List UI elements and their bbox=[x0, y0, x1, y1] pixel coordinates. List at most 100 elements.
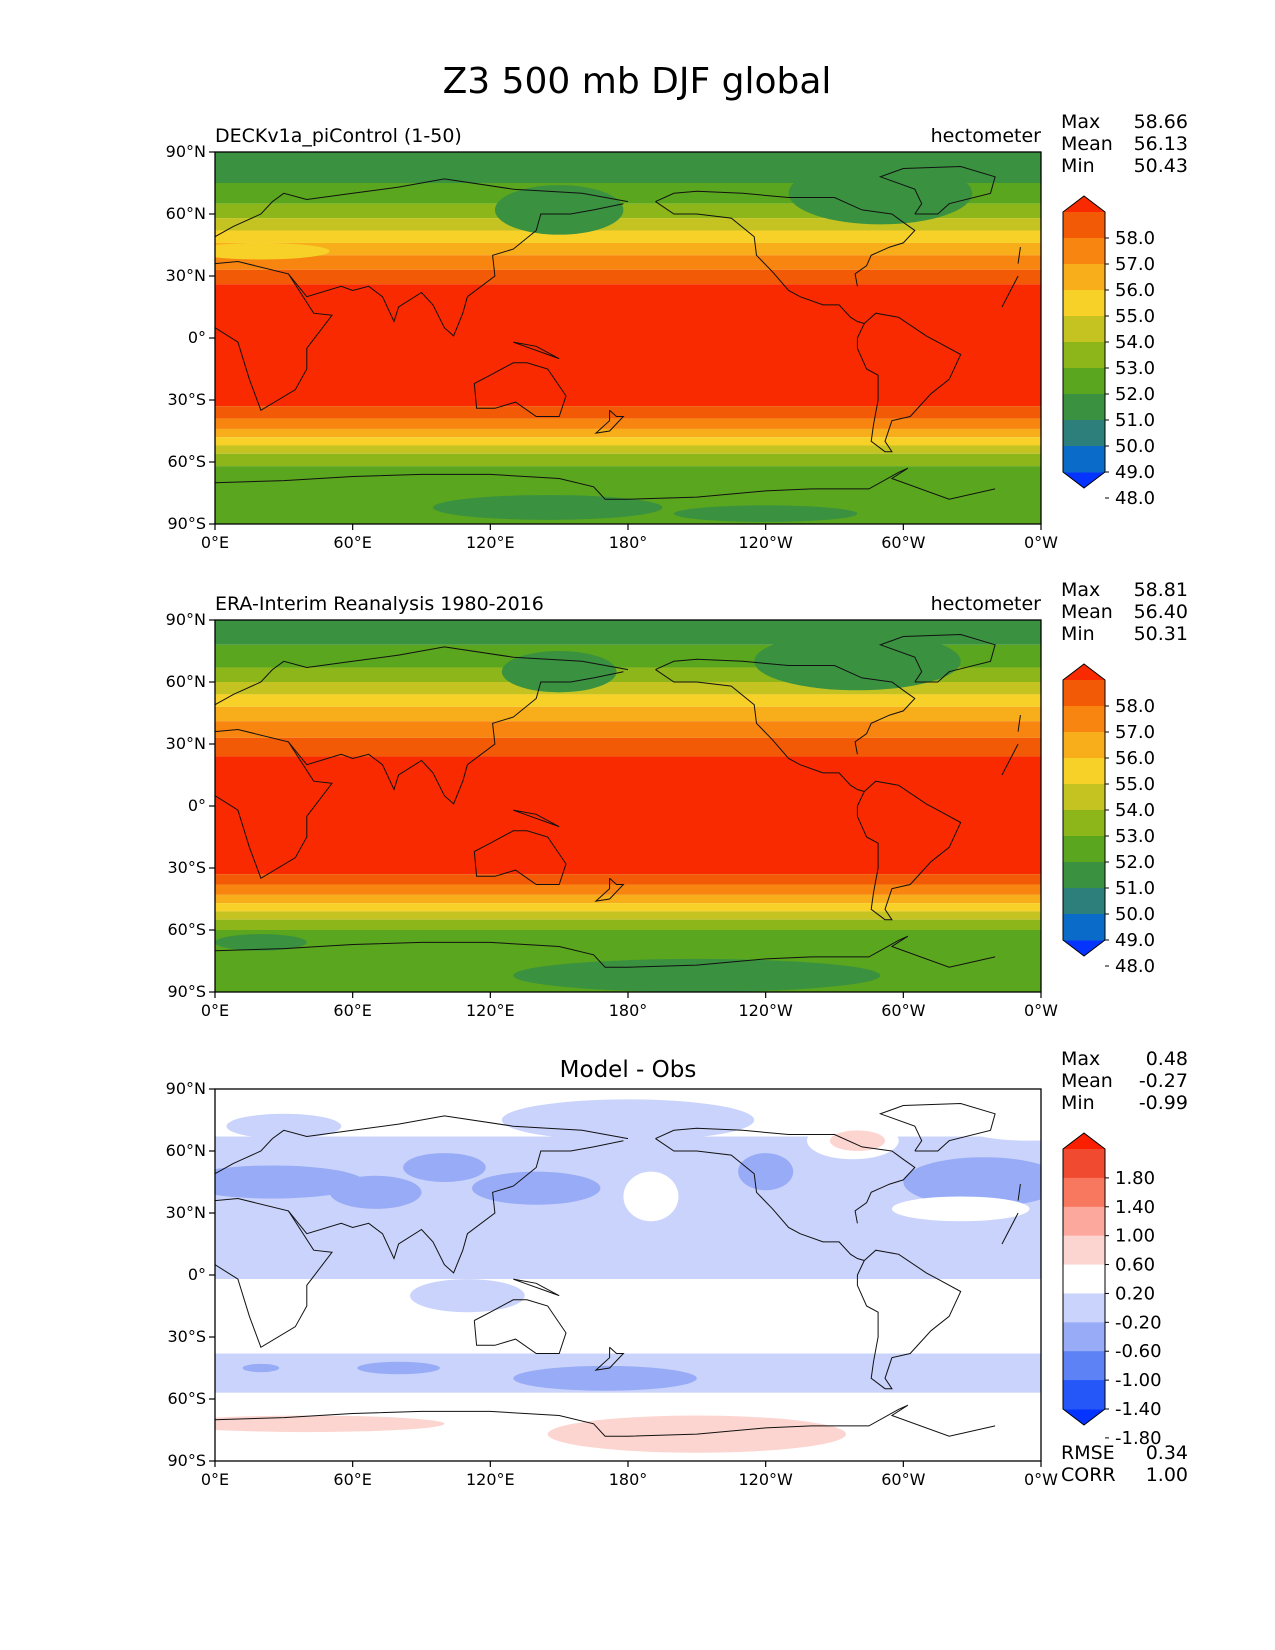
coastline-6 bbox=[856, 312, 962, 453]
contour-feature-2 bbox=[788, 162, 973, 225]
panel-title: DECKv1a_piControl (1-50) bbox=[215, 125, 462, 147]
contour-band-15 bbox=[215, 919, 1041, 930]
colorbar-swatch bbox=[1063, 914, 1105, 941]
stat-label-min: Min bbox=[1061, 155, 1095, 177]
y-tick-label: 90°N bbox=[166, 1079, 206, 1098]
stat-value-mean: 56.13 bbox=[1134, 133, 1188, 155]
y-tick-label: 30°S bbox=[167, 1327, 206, 1346]
contour-band-14 bbox=[215, 445, 1041, 454]
contour-feature-14 bbox=[410, 1279, 525, 1313]
x-tick-label: 60°E bbox=[333, 533, 371, 552]
contour-band-9 bbox=[215, 284, 1041, 407]
panel-title: Model - Obs bbox=[560, 1057, 697, 1083]
contour-feature-9 bbox=[903, 1157, 1041, 1207]
colorbar-swatch bbox=[1063, 420, 1105, 447]
colorbar-swatch bbox=[1063, 394, 1105, 421]
x-tick-label: 60°E bbox=[333, 1001, 371, 1020]
contour-feature-3 bbox=[960, 1111, 1041, 1141]
colorbar-swatch bbox=[1063, 316, 1105, 343]
colorbar-label: 1.00 bbox=[1115, 1226, 1155, 1247]
contour-band-9 bbox=[215, 756, 1041, 875]
coastline-7 bbox=[655, 658, 916, 755]
coastline-9 bbox=[513, 1278, 560, 1297]
contour-feature-17 bbox=[513, 1365, 697, 1391]
colorbar-swatch bbox=[1063, 342, 1105, 369]
colorbar-label: -1.80 bbox=[1115, 1428, 1162, 1449]
contour-band-11 bbox=[215, 418, 1041, 429]
field-contours bbox=[215, 152, 1041, 524]
contour-band-13 bbox=[215, 903, 1041, 912]
colorbar: 58.0 57.0 56.0 55.0 54.0 53.0 52.0 51.0 50.0 49.0… bbox=[1062, 663, 1155, 977]
stat-label-max: Max bbox=[1061, 111, 1100, 133]
coastline-6 bbox=[856, 780, 962, 921]
contour-feature-1 bbox=[501, 1099, 755, 1141]
coastline-11 bbox=[215, 1404, 996, 1437]
colorbar-swatch bbox=[1063, 1293, 1105, 1323]
y-tick-label: 60°N bbox=[166, 1141, 206, 1160]
colorbar-label: 48.0 bbox=[1115, 956, 1155, 977]
x-tick-label: 0°W bbox=[1024, 1001, 1058, 1020]
contour-feature-8 bbox=[738, 1153, 794, 1191]
x-tick-label: 0°E bbox=[201, 1001, 229, 1020]
colorbar-label: 48.0 bbox=[1115, 488, 1155, 509]
colorbar-label: -0.20 bbox=[1115, 1312, 1162, 1333]
coastline-11 bbox=[215, 935, 996, 968]
coastlines bbox=[215, 165, 1021, 500]
colorbar-label: -1.00 bbox=[1115, 1370, 1162, 1391]
colorbar-label: 52.0 bbox=[1115, 852, 1155, 873]
contour-feature-2 bbox=[754, 632, 961, 691]
stat-label-min: Min bbox=[1061, 1092, 1095, 1114]
y-tick-label: 90°S bbox=[167, 982, 206, 1001]
contour-band-12 bbox=[215, 428, 1041, 438]
stat-label-min: Min bbox=[1061, 623, 1095, 645]
contour-feature-1 bbox=[494, 185, 624, 235]
contour-feature-7 bbox=[471, 1171, 601, 1205]
y-tick-label: 60°S bbox=[167, 920, 206, 939]
stat-label-max: Max bbox=[1061, 579, 1100, 601]
colorbar-label: 54.0 bbox=[1115, 332, 1155, 353]
colorbar-label: 1.40 bbox=[1115, 1197, 1155, 1218]
colorbar: 1.80 1.40 1.00 0.60 0.20 -0.20 -0.60 -1.00 -1.40… bbox=[1062, 1132, 1162, 1449]
contour-feature-4 bbox=[673, 505, 858, 522]
colorbar-label: 50.0 bbox=[1115, 436, 1155, 457]
colorbar-label: 55.0 bbox=[1115, 774, 1155, 795]
x-tick-label: 120°W bbox=[738, 1001, 793, 1020]
colorbar-label: 56.0 bbox=[1115, 280, 1155, 301]
colorbar-swatch bbox=[1063, 1177, 1105, 1208]
stat-value-mean: 56.40 bbox=[1134, 601, 1188, 623]
contour-feature-5 bbox=[215, 242, 330, 260]
y-tick-label: 30°N bbox=[166, 1203, 206, 1222]
colorbar-label: 58.0 bbox=[1115, 228, 1155, 249]
contour-band-8 bbox=[215, 269, 1041, 285]
stat-label-rmse: RMSE bbox=[1061, 1442, 1115, 1464]
colorbar-label: 50.0 bbox=[1115, 904, 1155, 925]
map-panel-3: 0°E 60°E 120°E 180° 120°W 60°W 0°W 90°N 60°N 30°N… bbox=[166, 1048, 1188, 1489]
coastline-5 bbox=[655, 1138, 865, 1261]
stat-value-corr: 1.00 bbox=[1146, 1464, 1188, 1486]
contour-band-10 bbox=[215, 406, 1041, 419]
stat-value-min: 50.43 bbox=[1134, 155, 1188, 177]
colorbar-label: 52.0 bbox=[1115, 384, 1155, 405]
x-tick-label: 0°W bbox=[1024, 1470, 1058, 1489]
y-tick-label: 30°N bbox=[166, 734, 206, 753]
coastline-4 bbox=[473, 830, 567, 885]
contour-band-5 bbox=[215, 694, 1041, 707]
y-tick-label: 60°S bbox=[167, 1389, 206, 1408]
contour-feature-1 bbox=[501, 651, 617, 693]
colorbar-label: -1.40 bbox=[1115, 1399, 1162, 1420]
stat-value-min: 50.31 bbox=[1134, 623, 1188, 645]
contour-band-8 bbox=[215, 737, 1041, 757]
panels: 0°E 60°E 120°E 180° 120°W 60°W 0°W 90°N 60°N 30°N… bbox=[166, 111, 1188, 1489]
x-tick-label: 180° bbox=[609, 533, 648, 552]
stat-value-rmse: 0.34 bbox=[1146, 1442, 1188, 1464]
colorbar-swatch bbox=[1063, 446, 1105, 473]
contour-band-5 bbox=[215, 230, 1041, 243]
contour-band-13 bbox=[215, 437, 1041, 446]
coastline-10 bbox=[594, 1346, 625, 1371]
x-tick-label: 180° bbox=[609, 1001, 648, 1020]
colorbar-label: 54.0 bbox=[1115, 800, 1155, 821]
coastline-8 bbox=[878, 1102, 996, 1152]
y-tick-label: 90°S bbox=[167, 514, 206, 533]
contour-band-6 bbox=[215, 706, 1041, 722]
